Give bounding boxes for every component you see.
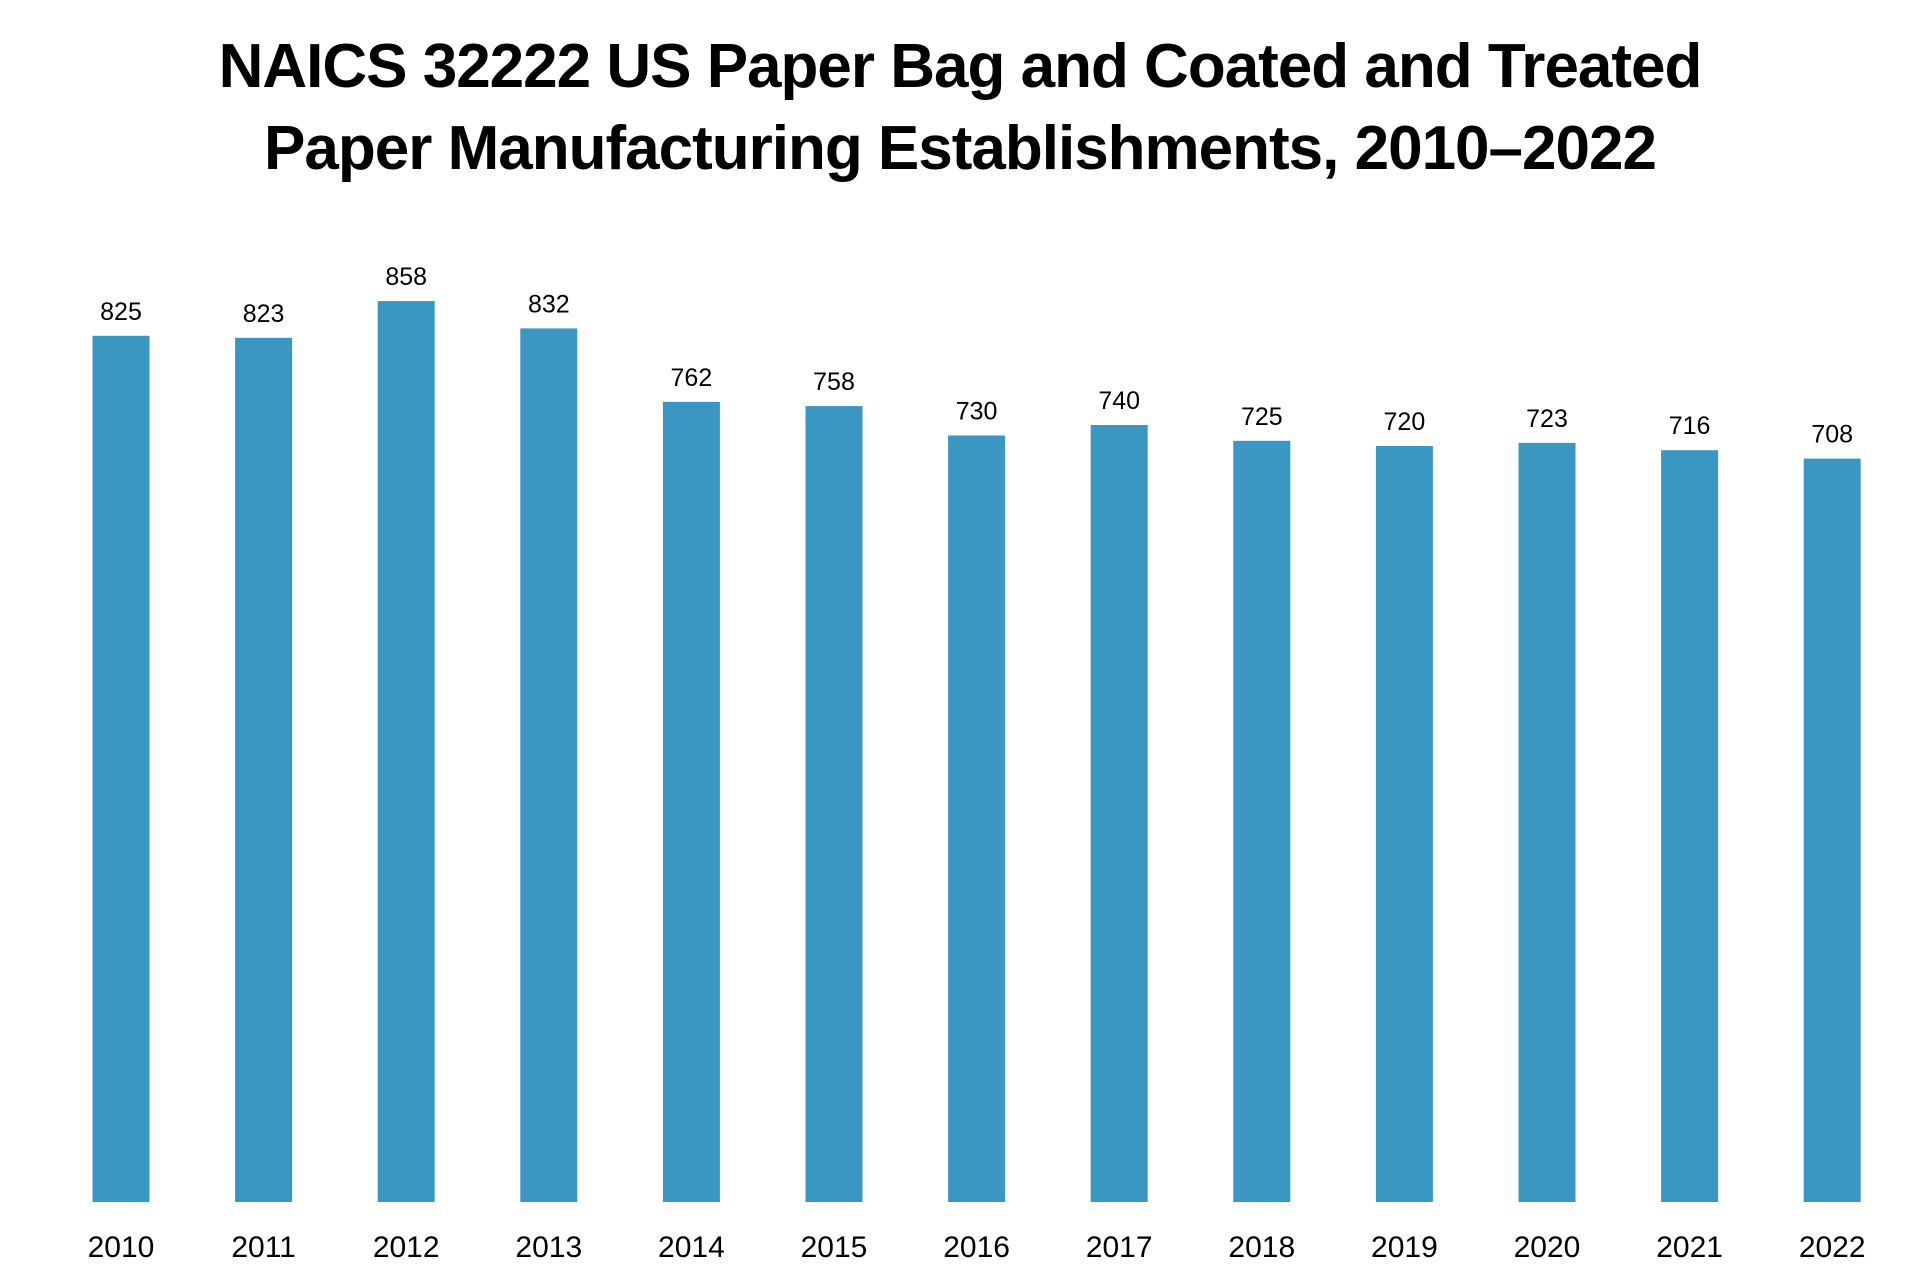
bar-value-label-2011: 823 (243, 300, 285, 328)
x-axis-tick-labels: 2010 2011 2012 2013 2014 2015 2016 2017 2018 2019… (88, 1231, 1866, 1264)
x-tick-label-2016: 2016 (943, 1231, 1010, 1264)
bar-value-label-2021: 716 (1669, 412, 1711, 440)
bar-2017 (1090, 425, 1148, 1202)
bar-2020 (1518, 442, 1576, 1202)
bar-2018 (1233, 440, 1291, 1203)
bar-value-label-2020: 723 (1526, 405, 1568, 433)
bar-value-labels: 825 823 858 832 762 758 730 740 725 720 723 716 708 (100, 263, 1853, 449)
bar-value-label-2014: 762 (671, 364, 713, 392)
x-tick-label-2018: 2018 (1228, 1231, 1295, 1264)
x-tick-label-2021: 2021 (1656, 1231, 1723, 1264)
x-tick-label-2014: 2014 (658, 1231, 725, 1264)
x-tick-label-2010: 2010 (88, 1231, 155, 1264)
bar-value-label-2015: 758 (813, 368, 855, 396)
chart-title-line-2: Paper Manufacturing Establishments, 2010… (264, 114, 1657, 183)
x-tick-label-2017: 2017 (1086, 1231, 1153, 1264)
x-tick-label-2022: 2022 (1799, 1231, 1866, 1264)
bar-2010 (92, 335, 150, 1203)
x-tick-label-2019: 2019 (1371, 1231, 1438, 1264)
bar-value-label-2018: 725 (1241, 403, 1283, 431)
bar-value-label-2012: 858 (385, 263, 427, 291)
bar-2015 (805, 406, 863, 1203)
bar-2013 (520, 328, 578, 1202)
bar-value-label-2016: 730 (956, 398, 998, 426)
bar-2011 (235, 337, 293, 1202)
x-tick-label-2020: 2020 (1514, 1231, 1581, 1264)
bar-2022 (1803, 458, 1861, 1203)
bar-2021 (1661, 450, 1719, 1202)
chart-title: NAICS 32222 US Paper Bag and Coated and … (0, 26, 1920, 190)
bar-2016 (948, 435, 1006, 1202)
bar-2012 (377, 301, 435, 1203)
x-tick-label-2015: 2015 (801, 1231, 868, 1264)
chart-title-line-1: NAICS 32222 US Paper Bag and Coated and … (218, 32, 1703, 101)
bar-value-label-2019: 720 (1384, 408, 1426, 436)
bar-2019 (1375, 446, 1433, 1202)
x-tick-label-2012: 2012 (373, 1231, 440, 1264)
bar-value-label-2010: 825 (100, 298, 142, 326)
bar-2014 (662, 401, 720, 1202)
x-tick-label-2013: 2013 (515, 1231, 582, 1264)
bar-value-label-2022: 708 (1811, 421, 1853, 449)
bar-value-label-2013: 832 (528, 290, 570, 318)
x-tick-label-2011: 2011 (231, 1231, 296, 1264)
bars-group (92, 301, 1861, 1203)
bar-value-label-2017: 740 (1098, 387, 1140, 415)
